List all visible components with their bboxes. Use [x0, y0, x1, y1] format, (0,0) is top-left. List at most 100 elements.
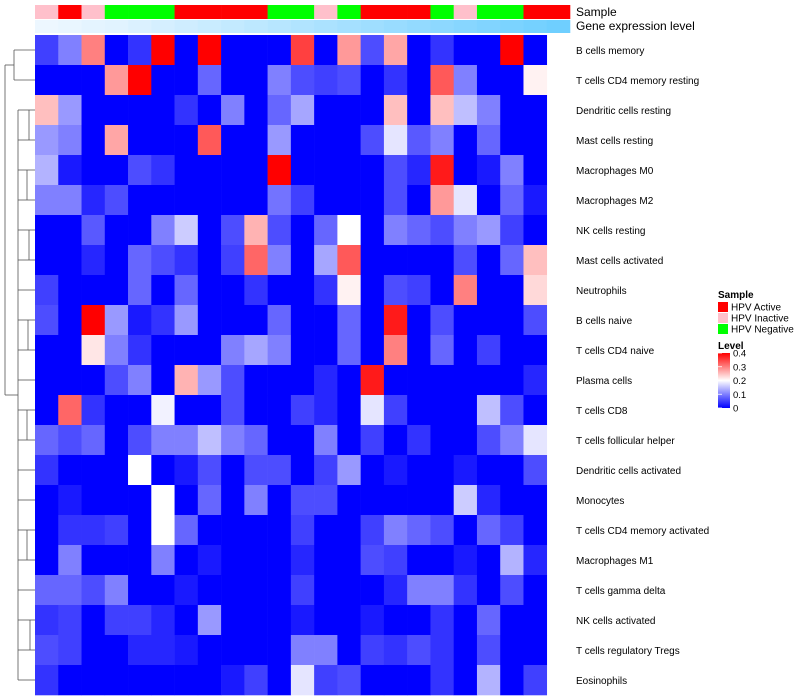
- heatmap-cell: [500, 485, 524, 516]
- heatmap-cell: [244, 425, 268, 456]
- heatmap-cell: [244, 395, 268, 426]
- heatmap-cell: [197, 365, 222, 396]
- heatmap-cell: [383, 455, 408, 486]
- heatmap-cell: [244, 575, 268, 606]
- level-tick-label: 0.1: [733, 390, 746, 401]
- level-tick-label: 0: [733, 404, 738, 415]
- heatmap-cell: [337, 305, 361, 336]
- heatmap-cell: [314, 275, 338, 306]
- heatmap-cell: [104, 305, 129, 336]
- heatmap-cell: [314, 395, 338, 426]
- heatmap-cell: [58, 395, 82, 426]
- heatmap-cell: [244, 185, 268, 216]
- heatmap-cell: [58, 215, 82, 246]
- heatmap-cell: [523, 365, 548, 396]
- row-label: NK cells activated: [576, 616, 655, 627]
- row-label: T cells gamma delta: [576, 586, 666, 597]
- heatmap-cell: [58, 455, 82, 486]
- level-legend-title: Level: [718, 341, 744, 352]
- heatmap-cell: [244, 665, 268, 696]
- heatmap-cell: [58, 155, 82, 186]
- heatmap-cell: [476, 65, 501, 96]
- heatmap-cell: [500, 335, 524, 366]
- heatmap-cell: [407, 65, 431, 96]
- heatmap-cell: [197, 305, 222, 336]
- heatmap-cell: [453, 665, 478, 696]
- heatmap-cell: [81, 665, 106, 696]
- heatmap-cell: [81, 275, 106, 306]
- gene-expression-annotation-cell: [360, 20, 385, 33]
- heatmap-cell: [81, 455, 106, 486]
- heatmap-cell: [453, 455, 478, 486]
- heatmap-cell: [58, 245, 82, 276]
- sample-annotation-cell: [360, 5, 385, 19]
- heatmap-cell: [453, 605, 478, 636]
- heatmap-cell: [407, 485, 431, 516]
- heatmap-cell: [128, 545, 152, 576]
- heatmap-cell: [174, 65, 199, 96]
- heatmap-cell: [35, 365, 59, 396]
- heatmap-cell: [430, 245, 454, 276]
- heatmap-cell: [500, 575, 524, 606]
- heatmap-cell: [244, 485, 268, 516]
- heatmap-cell: [267, 185, 292, 216]
- heatmap-cell: [476, 455, 501, 486]
- heatmap-cell: [267, 305, 292, 336]
- heatmap-cell: [197, 485, 222, 516]
- sample-annotation-cell: [290, 5, 315, 19]
- heatmap-cell: [197, 275, 222, 306]
- heatmap-cell: [500, 665, 524, 696]
- heatmap-cell: [337, 215, 361, 246]
- heatmap-cell: [453, 365, 478, 396]
- heatmap-cell: [81, 335, 106, 366]
- heatmap-cell: [244, 635, 268, 666]
- heatmap-cell: [58, 365, 82, 396]
- heatmap-cell: [290, 335, 315, 366]
- heatmap-cell: [523, 125, 548, 156]
- heatmap-cell: [221, 185, 245, 216]
- heatmap-cell: [476, 575, 501, 606]
- heatmap-cell: [523, 545, 548, 576]
- heatmap-cell: [314, 485, 338, 516]
- heatmap-cell: [360, 605, 385, 636]
- heatmap-cell: [476, 425, 501, 456]
- gene-expression-annotation-cell: [500, 20, 524, 33]
- heatmap-cell: [104, 425, 129, 456]
- heatmap-cell: [197, 95, 222, 126]
- heatmap-cell: [128, 455, 152, 486]
- gene-expression-annotation-cell: [128, 20, 152, 33]
- heatmap-cell: [453, 95, 478, 126]
- heatmap-cell: [244, 125, 268, 156]
- heatmap-cell: [104, 395, 129, 426]
- heatmap-cell: [221, 275, 245, 306]
- heatmap-cell: [383, 575, 408, 606]
- heatmap-cell: [290, 245, 315, 276]
- heatmap-cell: [383, 515, 408, 546]
- heatmap-cell: [360, 425, 385, 456]
- heatmap-cell: [407, 515, 431, 546]
- heatmap-cell: [360, 95, 385, 126]
- heatmap-cell: [151, 395, 175, 426]
- heatmap-cell: [104, 455, 129, 486]
- heatmap-cell: [104, 185, 129, 216]
- heatmap-cell: [407, 545, 431, 576]
- heatmap-cell: [314, 215, 338, 246]
- row-label: T cells follicular helper: [576, 436, 675, 447]
- heatmap-cell: [151, 605, 175, 636]
- heatmap-cell: [314, 305, 338, 336]
- heatmap-cell: [476, 185, 501, 216]
- heatmap-cell: [174, 185, 199, 216]
- sample-annotation-cell: [500, 5, 524, 19]
- heatmap-cell: [128, 635, 152, 666]
- sample-legend-label: HPV Inactive: [731, 314, 789, 325]
- heatmap-cell: [383, 215, 408, 246]
- heatmap-cell: [128, 245, 152, 276]
- heatmap-cell: [104, 125, 129, 156]
- heatmap-cell: [174, 365, 199, 396]
- sample-annotation-cell: [453, 5, 478, 19]
- heatmap-cell: [500, 395, 524, 426]
- heatmap-cell: [314, 635, 338, 666]
- gene-expression-annotation-cell: [35, 20, 59, 33]
- heatmap-cell: [104, 665, 129, 696]
- heatmap-cell: [197, 185, 222, 216]
